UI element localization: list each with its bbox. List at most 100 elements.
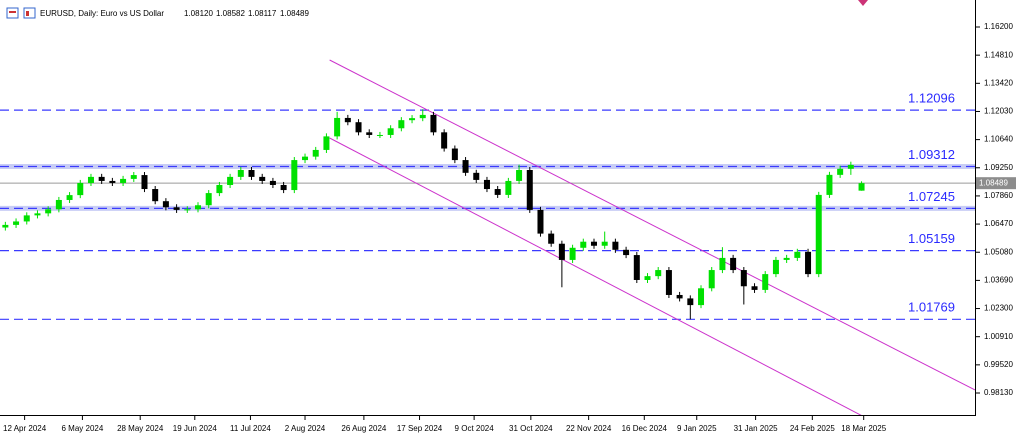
candle-body: [516, 169, 523, 181]
candle-body: [344, 117, 351, 123]
candle-body: [2, 224, 9, 228]
candle-body: [184, 209, 191, 211]
candle-body: [77, 182, 84, 196]
candle-body: [473, 172, 480, 180]
candle-body: [815, 194, 822, 275]
candle-body: [366, 132, 373, 135]
candle-body: [269, 180, 276, 185]
header-title: EURUSD, Daily: Euro vs US Dollar: [40, 9, 164, 18]
y-tick-label: 1.13420: [984, 78, 1013, 87]
header-value: 1.08117: [248, 9, 277, 18]
candle-body: [826, 174, 833, 195]
x-tick-label: 12 Apr 2024: [3, 424, 47, 433]
y-tick-label: 1.03690: [984, 275, 1013, 284]
candle-body: [23, 215, 30, 222]
y-tick-label: 0.98130: [984, 388, 1013, 397]
candle-body: [794, 251, 801, 258]
x-tick-label: 19 Jun 2024: [173, 424, 218, 433]
y-tick-label: 1.00910: [984, 332, 1013, 341]
candle-body: [302, 156, 309, 161]
candle-body: [398, 120, 405, 129]
candle-body: [34, 213, 41, 216]
x-tick-label: 16 Dec 2024: [622, 424, 668, 433]
candle-body: [665, 270, 672, 295]
candle-body: [312, 149, 319, 157]
candle-body: [173, 207, 180, 210]
candle-body: [120, 178, 127, 183]
candle-body: [537, 209, 544, 234]
candle-body: [109, 180, 116, 183]
candle-body: [55, 199, 62, 210]
candle-body: [280, 184, 287, 191]
candle-body: [205, 193, 212, 206]
x-tick-label: 24 Feb 2025: [790, 424, 835, 433]
candle-body: [462, 160, 469, 173]
level-label: 1.07245: [908, 189, 955, 204]
x-tick-label: 22 Nov 2024: [566, 424, 612, 433]
x-tick-label: 26 Aug 2024: [341, 424, 386, 433]
candle-body: [152, 189, 159, 202]
x-tick-label: 9 Jan 2025: [677, 424, 717, 433]
candle-body: [87, 176, 94, 183]
candle-body: [419, 114, 426, 119]
y-tick-label: 1.14810: [984, 50, 1013, 59]
candle-body: [141, 175, 148, 190]
y-tick-label: 1.07860: [984, 191, 1013, 200]
candle-body: [730, 257, 737, 271]
x-tick-label: 18 Mar 2025: [841, 424, 886, 433]
icon: [9, 11, 16, 13]
candle-body: [751, 286, 758, 290]
candle-body: [355, 122, 362, 133]
candle-body: [837, 168, 844, 175]
candle-body: [130, 175, 137, 179]
candle-body: [644, 276, 651, 280]
price-label: 1.08489: [979, 178, 1008, 187]
candle-body: [323, 136, 330, 150]
candle-body: [216, 184, 223, 194]
candle-body: [698, 288, 705, 306]
y-tick-label: 1.16200: [984, 22, 1013, 31]
candle-body: [580, 241, 587, 248]
header-value: 1.08489: [280, 9, 309, 18]
y-tick-label: 1.06470: [984, 219, 1013, 228]
candle-body: [441, 132, 448, 149]
candle-body: [633, 255, 640, 280]
level-label: 1.09312: [908, 147, 955, 162]
x-tick-label: 31 Jan 2025: [734, 424, 779, 433]
candle-body: [237, 169, 244, 177]
trend-line: [329, 59, 975, 391]
candle-body: [162, 201, 169, 208]
header-value: 1.08120: [184, 9, 213, 18]
candle-body: [708, 270, 715, 289]
x-tick-label: 9 Oct 2024: [455, 424, 495, 433]
candle-body: [783, 257, 790, 260]
candle-body: [526, 169, 533, 210]
candle-body: [762, 274, 769, 290]
candle-body: [483, 179, 490, 190]
y-tick-label: 1.05080: [984, 247, 1013, 256]
level-label: 1.01769: [908, 300, 955, 315]
x-tick-label: 2 Aug 2024: [285, 424, 326, 433]
candle-body: [227, 176, 234, 185]
candle-body: [505, 180, 512, 195]
candle-body: [98, 176, 105, 181]
candle-body: [387, 128, 394, 135]
level-label: 1.12096: [908, 91, 955, 106]
candle-body: [494, 189, 501, 195]
candle-body: [655, 270, 662, 277]
candle-body: [259, 176, 266, 181]
header-icons: [6, 7, 36, 19]
candle-body: [548, 233, 555, 244]
marker: [858, 0, 868, 6]
candle-body: [45, 209, 52, 214]
candle-body: [66, 195, 73, 200]
level-label: 1.05159: [908, 231, 955, 246]
candle-body: [740, 270, 747, 287]
y-tick-label: 0.99520: [984, 360, 1013, 369]
x-tick-label: 31 Oct 2024: [509, 424, 553, 433]
price-label-box: [976, 177, 1016, 190]
header-value: 1.08582: [216, 9, 245, 18]
x-tick-label: 17 Sep 2024: [397, 424, 443, 433]
x-tick-label: 28 May 2024: [117, 424, 164, 433]
